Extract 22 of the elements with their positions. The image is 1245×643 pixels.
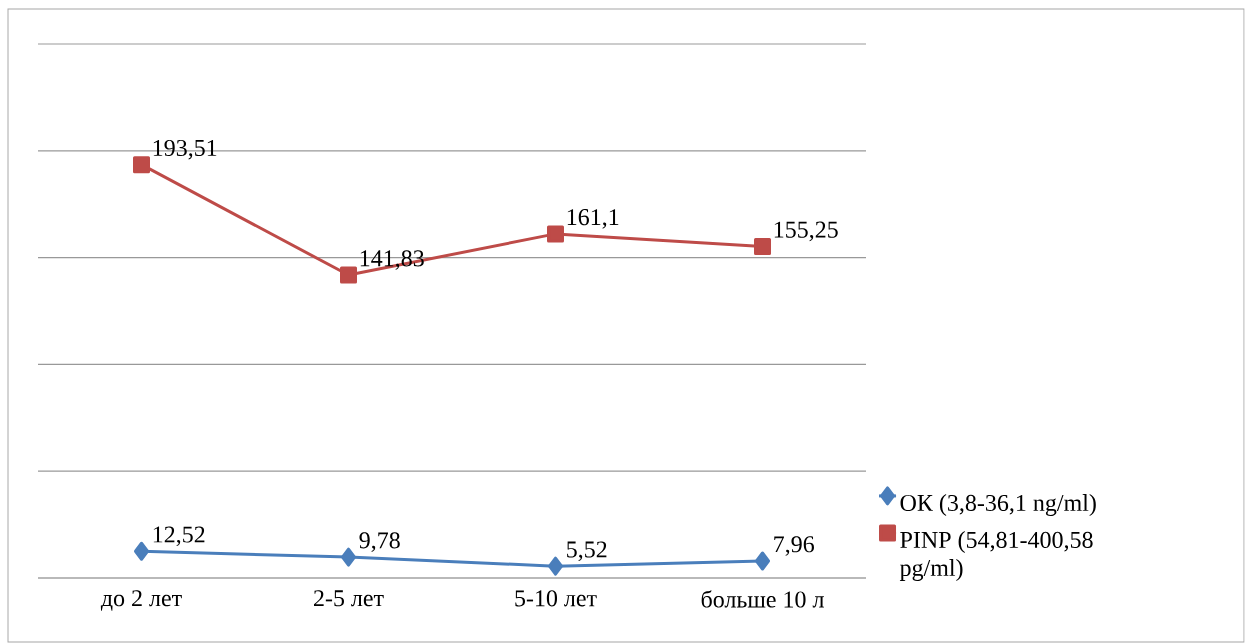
data-label: 161,1 xyxy=(567,209,619,229)
point xyxy=(548,556,563,576)
point xyxy=(547,225,564,243)
x-tick-label: 2-5 лет xyxy=(314,590,384,607)
legend-label: PINP (54,81-400,58 pg/ml) xyxy=(899,531,1093,581)
x-tick-label: до 2 лет xyxy=(100,590,182,611)
data-label: 7,96 xyxy=(774,536,814,556)
point xyxy=(133,156,150,174)
x-tick-label: больше 10 л xyxy=(701,590,824,608)
point xyxy=(340,266,357,284)
data-label: 141,83 xyxy=(360,250,424,270)
data-label: 155,25 xyxy=(774,221,838,242)
data-label: 12,52 xyxy=(153,526,205,547)
point xyxy=(341,547,356,567)
data-label: 9,78 xyxy=(359,532,400,552)
point xyxy=(134,541,149,561)
x-tick-label: 5-10 лет xyxy=(515,590,597,607)
legend-label: ОК (3,8-36,1 ng/ml) xyxy=(900,494,1096,516)
point xyxy=(754,237,772,255)
point xyxy=(755,551,771,571)
data-label: 193,51 xyxy=(153,139,217,160)
data-label: 5,52 xyxy=(567,541,607,561)
